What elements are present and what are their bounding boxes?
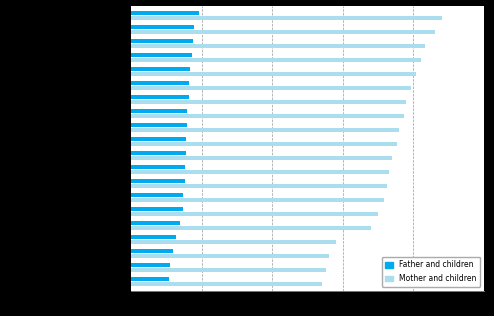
Bar — [131, 235, 176, 240]
Bar — [131, 282, 322, 286]
Bar — [131, 240, 336, 244]
Bar — [131, 249, 173, 253]
Bar — [131, 170, 389, 174]
Bar — [131, 226, 371, 230]
Bar — [131, 44, 425, 48]
Bar — [131, 151, 186, 155]
Bar — [131, 11, 199, 15]
Bar — [131, 156, 392, 160]
Bar — [131, 212, 378, 216]
Bar — [131, 30, 435, 34]
Bar — [131, 193, 183, 198]
Bar — [131, 39, 193, 43]
Bar — [131, 128, 399, 132]
Bar — [131, 179, 185, 183]
Bar — [131, 72, 416, 76]
Bar — [131, 95, 189, 99]
Bar — [131, 100, 407, 104]
Bar — [131, 221, 180, 225]
Bar — [131, 86, 411, 90]
Bar — [131, 263, 170, 267]
Bar — [131, 15, 442, 20]
Bar — [131, 184, 387, 188]
Legend: Father and children, Mother and children: Father and children, Mother and children — [381, 257, 480, 287]
Bar — [131, 109, 187, 113]
Bar — [131, 268, 326, 272]
Bar — [131, 165, 185, 169]
Bar — [131, 25, 195, 29]
Bar — [131, 277, 169, 282]
Bar — [131, 81, 189, 85]
Bar — [131, 198, 384, 202]
Bar — [131, 58, 420, 62]
Bar — [131, 67, 190, 71]
Bar — [131, 142, 397, 146]
Bar — [131, 137, 186, 141]
Bar — [131, 114, 404, 118]
Bar — [131, 53, 192, 57]
Bar — [131, 207, 183, 211]
Bar — [131, 254, 329, 258]
Bar — [131, 123, 187, 127]
